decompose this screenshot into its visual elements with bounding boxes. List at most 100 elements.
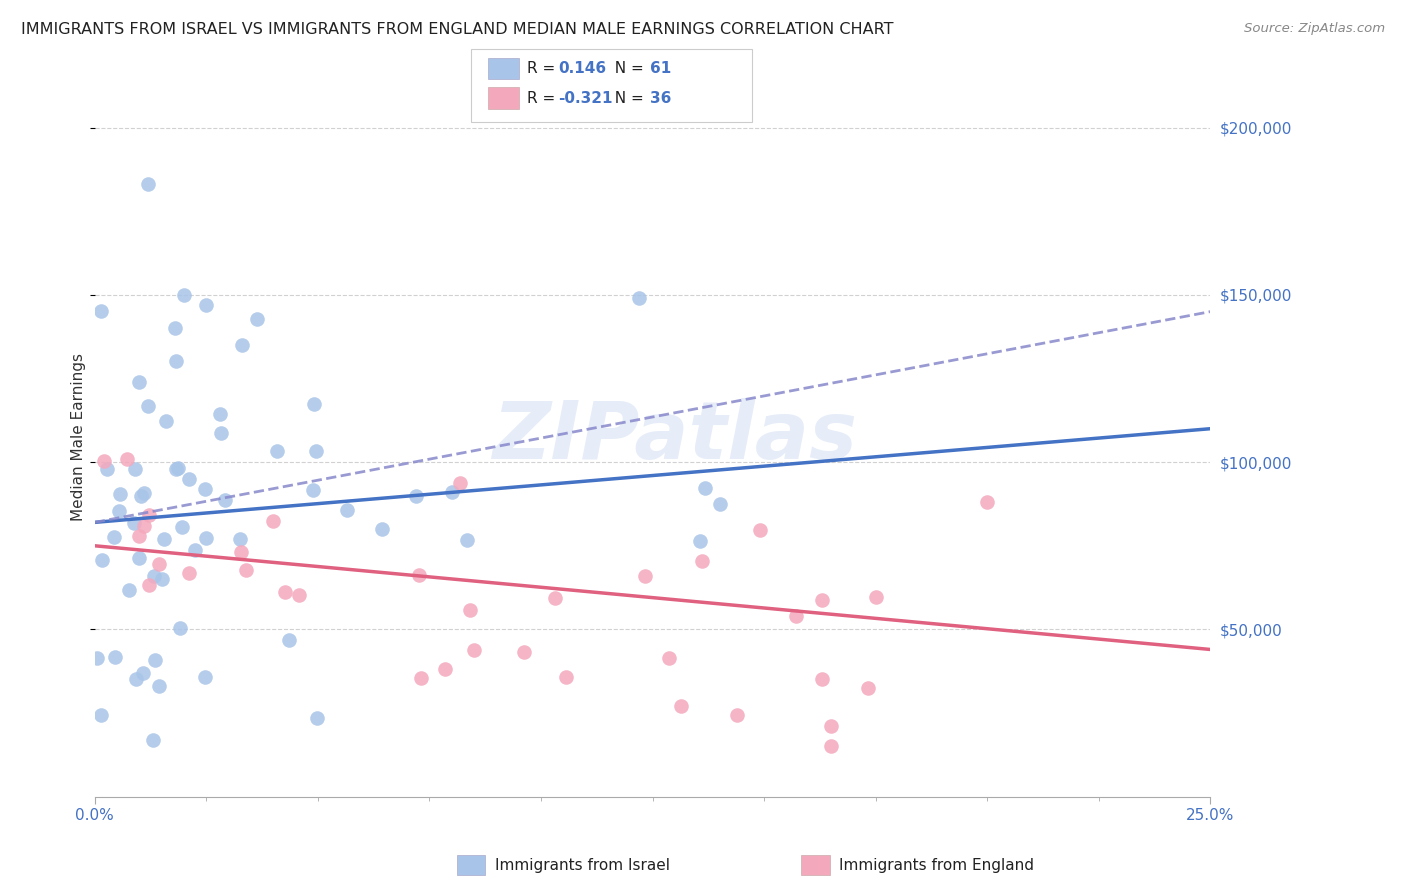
- Point: [138, 508, 160, 522]
- Text: -0.321: -0.321: [558, 91, 613, 105]
- Point: [170, 520, 193, 534]
- Point: [209, 407, 232, 421]
- Point: [669, 699, 692, 714]
- Point: [115, 451, 138, 466]
- Text: R =: R =: [527, 91, 561, 105]
- Point: [820, 719, 842, 733]
- Point: [749, 523, 772, 537]
- Point: [231, 337, 253, 351]
- Text: IMMIGRANTS FROM ISRAEL VS IMMIGRANTS FROM ENGLAND MEDIAN MALE EARNINGS CORRELATI: IMMIGRANTS FROM ISRAEL VS IMMIGRANTS FRO…: [21, 22, 894, 37]
- Point: [449, 476, 471, 491]
- Point: [166, 461, 188, 475]
- Point: [371, 522, 394, 536]
- Point: [128, 375, 150, 389]
- Point: [456, 533, 478, 548]
- Text: N =: N =: [605, 62, 648, 76]
- Point: [132, 518, 155, 533]
- Point: [184, 543, 207, 558]
- Y-axis label: Median Male Earnings: Median Male Earnings: [72, 353, 86, 521]
- Point: [179, 566, 201, 580]
- Point: [90, 553, 112, 567]
- Point: [555, 670, 578, 684]
- Point: [194, 671, 217, 685]
- Point: [689, 534, 711, 549]
- Point: [142, 732, 165, 747]
- Point: [148, 679, 170, 693]
- Point: [110, 487, 132, 501]
- Point: [246, 311, 269, 326]
- Text: 61: 61: [650, 62, 671, 76]
- Point: [131, 489, 153, 503]
- Point: [229, 532, 252, 546]
- Point: [512, 645, 534, 659]
- Point: [173, 288, 195, 302]
- Point: [544, 591, 567, 605]
- Point: [96, 462, 118, 476]
- Point: [658, 651, 681, 665]
- Point: [725, 707, 748, 722]
- Point: [118, 582, 141, 597]
- Point: [124, 462, 146, 476]
- Text: N =: N =: [605, 91, 648, 105]
- Point: [627, 291, 650, 305]
- Point: [976, 495, 998, 509]
- Point: [214, 492, 236, 507]
- Point: [194, 531, 217, 545]
- Point: [302, 483, 325, 497]
- Text: ZIPatlas: ZIPatlas: [492, 398, 858, 476]
- Point: [125, 672, 148, 686]
- Point: [165, 321, 187, 335]
- Point: [128, 550, 150, 565]
- Point: [811, 592, 834, 607]
- Point: [441, 485, 464, 500]
- Point: [288, 588, 311, 602]
- Point: [856, 681, 879, 695]
- Text: Source: ZipAtlas.com: Source: ZipAtlas.com: [1244, 22, 1385, 36]
- Point: [408, 568, 430, 582]
- Point: [122, 516, 145, 531]
- Point: [128, 529, 150, 543]
- Text: Immigrants from England: Immigrants from England: [839, 858, 1035, 872]
- Point: [155, 414, 177, 428]
- Text: 0.146: 0.146: [558, 62, 606, 76]
- Point: [169, 621, 191, 635]
- Point: [307, 711, 329, 725]
- Point: [266, 443, 288, 458]
- Point: [405, 489, 427, 503]
- Point: [336, 503, 359, 517]
- Point: [86, 651, 108, 665]
- Point: [103, 530, 125, 544]
- Point: [194, 483, 217, 497]
- Point: [785, 609, 807, 624]
- Point: [136, 178, 159, 192]
- Point: [274, 585, 297, 599]
- Point: [409, 671, 432, 685]
- Point: [153, 533, 176, 547]
- Point: [820, 739, 842, 754]
- Text: 36: 36: [650, 91, 671, 105]
- Point: [165, 461, 187, 475]
- Point: [165, 354, 187, 368]
- Point: [692, 554, 714, 568]
- Point: [277, 633, 299, 648]
- Point: [150, 572, 173, 586]
- Point: [132, 486, 155, 500]
- Point: [132, 665, 155, 680]
- Point: [235, 563, 257, 577]
- Point: [458, 603, 481, 617]
- Point: [107, 504, 129, 518]
- Point: [104, 649, 127, 664]
- Point: [229, 545, 252, 559]
- Point: [305, 443, 328, 458]
- Point: [463, 642, 485, 657]
- Text: R =: R =: [527, 62, 561, 76]
- Point: [433, 661, 456, 675]
- Point: [262, 514, 284, 528]
- Point: [693, 481, 716, 495]
- Point: [709, 498, 731, 512]
- Point: [90, 304, 112, 318]
- Text: Immigrants from Israel: Immigrants from Israel: [495, 858, 669, 872]
- Point: [138, 578, 160, 592]
- Point: [143, 653, 166, 667]
- Point: [811, 672, 834, 686]
